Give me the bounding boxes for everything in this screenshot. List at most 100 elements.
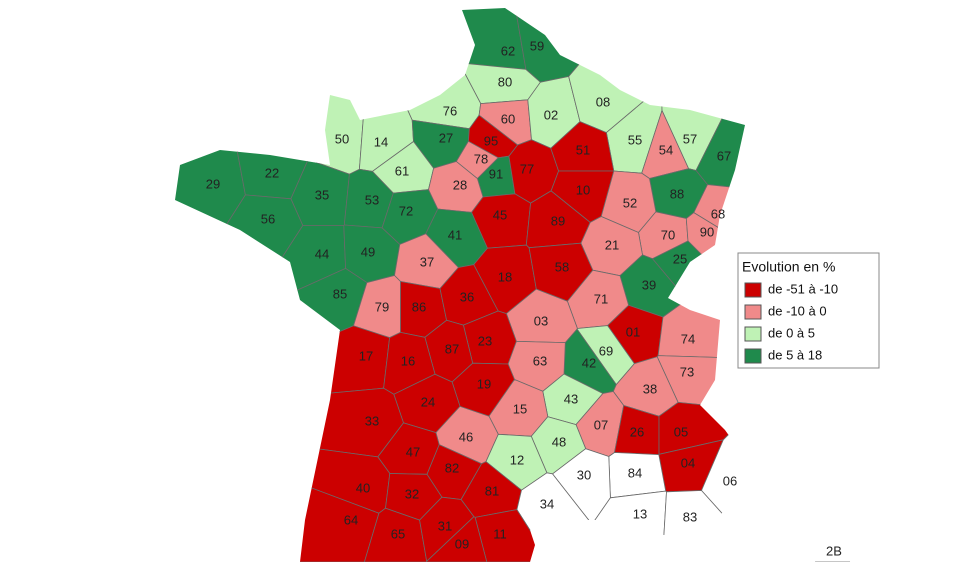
- department-code: 84: [628, 465, 642, 480]
- department-code: 42: [582, 355, 596, 370]
- department-code: 14: [374, 134, 388, 149]
- legend-swatch: [744, 304, 762, 320]
- department-code: 62: [501, 43, 515, 58]
- department-code: 52: [623, 195, 637, 210]
- department-code: 82: [445, 460, 459, 475]
- legend-swatch: [744, 348, 762, 364]
- department-code: 72: [399, 203, 413, 218]
- department: [362, 8, 482, 130]
- department-code: 40: [356, 480, 370, 495]
- department-code: 03: [534, 313, 548, 328]
- legend-label: de -10 à 0: [768, 303, 827, 318]
- department-code: 76: [443, 103, 457, 118]
- department-code: 39: [642, 277, 656, 292]
- department-code: 10: [576, 182, 590, 197]
- department-code: 28: [453, 177, 467, 192]
- department-code: 45: [493, 207, 507, 222]
- department-code: 18: [498, 269, 512, 284]
- department-code: 19: [477, 376, 491, 391]
- department-code: 53: [365, 192, 379, 207]
- department-code: 83: [683, 509, 697, 524]
- department-code: 95: [484, 133, 498, 148]
- department-code: 01: [626, 324, 640, 339]
- department: [701, 356, 852, 554]
- department: [661, 490, 759, 562]
- department-code: 91: [489, 166, 503, 181]
- department: [393, 8, 527, 70]
- department-code: 35: [315, 187, 329, 202]
- department-code: 58: [555, 259, 569, 274]
- department-code: 61: [395, 163, 409, 178]
- department-code: 59: [530, 38, 544, 53]
- department-code: 78: [474, 151, 488, 166]
- department-code: 69: [599, 343, 613, 358]
- department-code: 29: [206, 176, 220, 191]
- department-code: 07: [594, 417, 608, 432]
- department-code: 88: [670, 186, 684, 201]
- department-code: 05: [674, 424, 688, 439]
- department: [230, 8, 371, 175]
- department-code: 44: [315, 246, 329, 261]
- department-code: 38: [643, 381, 657, 396]
- legend-swatch: [744, 326, 762, 342]
- department-code: 54: [659, 142, 673, 157]
- department-code: 13: [633, 506, 647, 521]
- legend-title: Evolution en %: [742, 259, 835, 275]
- department-code: 50: [335, 131, 349, 146]
- legend-label: de -51 à -10: [768, 281, 838, 296]
- department-code: 17: [359, 348, 373, 363]
- department-code: 74: [681, 331, 695, 346]
- department-code: 06: [723, 473, 737, 488]
- department-code: 46: [459, 429, 473, 444]
- department-code: 51: [576, 142, 590, 157]
- department-code: 49: [361, 244, 375, 259]
- department-code: 32: [405, 486, 419, 501]
- department-code: 34: [540, 496, 554, 511]
- department: [426, 516, 488, 562]
- department-code: 24: [421, 394, 435, 409]
- legend-swatch: [744, 282, 762, 298]
- department-code: 85: [333, 286, 347, 301]
- department-code: 48: [552, 434, 566, 449]
- department-code: 67: [717, 148, 731, 163]
- department-code: 63: [533, 353, 547, 368]
- department-code: 80: [498, 74, 512, 89]
- department-code: 25: [673, 251, 687, 266]
- department-code: 37: [420, 254, 434, 269]
- department-code: 64: [344, 512, 358, 527]
- department-code: 55: [628, 132, 642, 147]
- department-code: 47: [406, 444, 420, 459]
- legend-items: de -51 à -10 de -10 à 0 de 0 à 5 de 5 à 18: [744, 281, 838, 364]
- legend-label: de 0 à 5: [768, 325, 815, 340]
- department-code: 2B: [826, 543, 842, 558]
- department-code: 12: [510, 452, 524, 467]
- department-code: 09: [455, 536, 469, 551]
- department-code: 70: [661, 227, 675, 242]
- department: [550, 121, 615, 172]
- department: [695, 8, 852, 211]
- department: [175, 8, 246, 470]
- department-code: 26: [630, 424, 644, 439]
- department-code: 36: [460, 289, 474, 304]
- department-code: 89: [551, 213, 565, 228]
- department-code: 43: [564, 391, 578, 406]
- department-code: 81: [485, 483, 499, 498]
- department-code: 11: [493, 526, 507, 541]
- department-code: 21: [605, 237, 619, 252]
- department-code: 30: [577, 467, 591, 482]
- department-code: 33: [365, 413, 379, 428]
- department-code: 08: [596, 94, 610, 109]
- department-code: 31: [438, 518, 452, 533]
- department: [175, 194, 304, 430]
- department-code: 22: [265, 165, 279, 180]
- department-code: 57: [683, 131, 697, 146]
- department-code: 71: [594, 291, 608, 306]
- department-code: 02: [544, 107, 558, 122]
- department-code: 15: [513, 401, 527, 416]
- department-code: 27: [439, 130, 453, 145]
- department-code: 86: [412, 299, 426, 314]
- department-code: 77: [520, 161, 534, 176]
- department-code: 73: [680, 364, 694, 379]
- department-code: 56: [261, 211, 275, 226]
